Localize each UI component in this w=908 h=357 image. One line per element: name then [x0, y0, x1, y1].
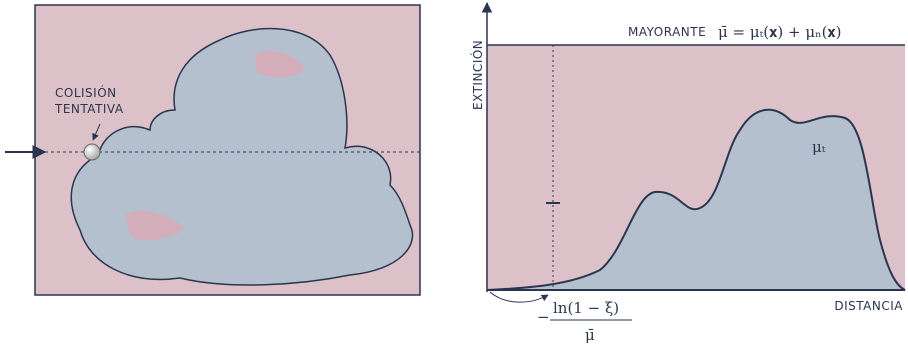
formula-denominator: μ̄ [585, 326, 595, 344]
diagram: COLISIÓN TENTATIVA EXTINCIÓN DISTANCIA M… [0, 0, 908, 353]
collision-point [84, 144, 100, 160]
majorant-label: MAYORANTE [628, 25, 706, 39]
x-axis-label: DISTANCIA [834, 299, 903, 313]
formula-numerator: ln(1 − ξ) [553, 299, 619, 317]
y-axis-label: EXTINCIÓN [470, 40, 485, 110]
curve-label: μₜ [812, 138, 826, 156]
formula-sign: − [537, 308, 550, 326]
majorant-formula: μ̄ = μₜ(𝐱) + μₙ(𝐱) [718, 23, 842, 41]
distance-arrow [490, 292, 548, 302]
collision-label: TENTATIVA [54, 102, 124, 116]
collision-label: COLISIÓN [55, 85, 117, 100]
